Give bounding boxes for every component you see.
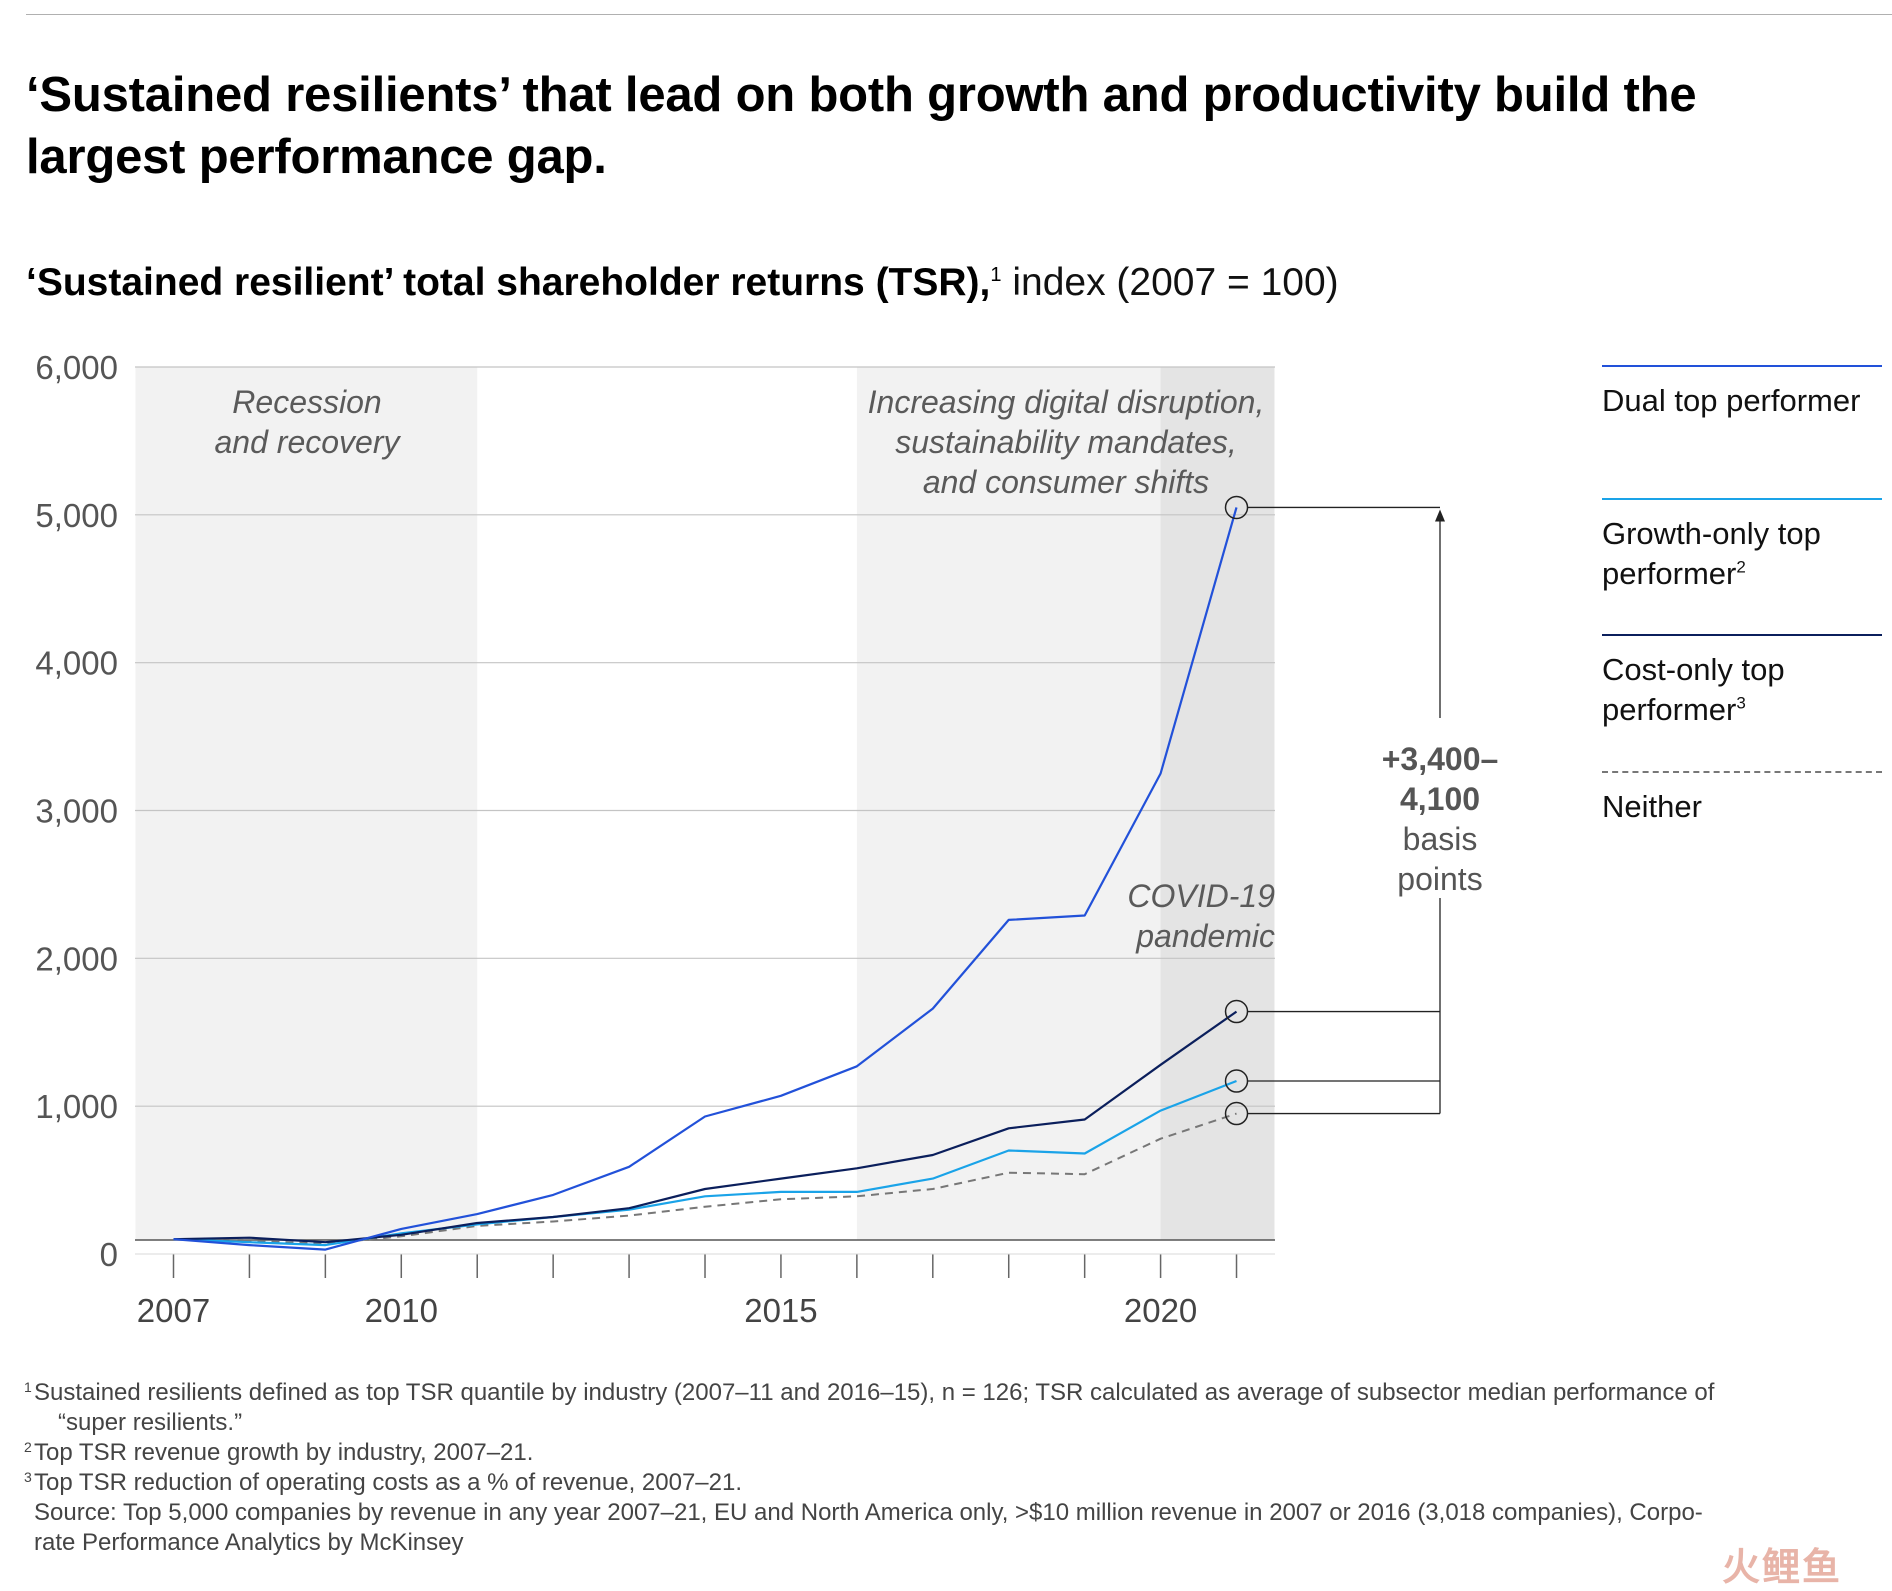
legend-item-dual: Dual top performer [1602,365,1882,421]
x-tick-label: 2010 [365,1292,438,1329]
annotation-line4: points [1397,861,1482,897]
legend-label: Neither [1602,789,1702,824]
gap-bracket [1247,506,1445,1115]
legend-swatch [1602,498,1882,500]
footnotes: 1 Sustained resilients defined as top TSR… [24,1378,1864,1558]
annotation-line2: 4,100 [1400,781,1480,817]
disruption-label-line1: Increasing digital disruption, [868,384,1265,420]
x-tick-label: 2007 [137,1292,210,1329]
subtitle-footnote-mark: 1 [990,264,1002,286]
shaded-period-0 [135,367,478,1240]
recession-label-line2: and recovery [215,424,402,460]
footnote-2: 2 Top TSR revenue growth by industry, 200… [24,1439,534,1466]
covid-label-line2: pandemic [1135,918,1275,954]
y-tick-label: 4,000 [35,645,118,682]
covid-label-line1: COVID-19 [1127,878,1275,914]
legend-item-cost: Cost-only top performer3 [1602,634,1882,730]
gap-annotation: +3,400– 4,100 basis points [1382,741,1499,897]
y-tick-label: 3,000 [35,793,118,830]
series-line-neither [173,1112,1237,1245]
legend-footnote-mark: 3 [1736,693,1746,713]
shaded-period-2 [1160,367,1275,1240]
bracket-arrowhead [1435,509,1445,522]
subtitle-bold: ‘Sustained resilient’ total shareholder … [26,261,991,304]
x-tick-label: 2020 [1124,1292,1197,1329]
legend-swatch [1602,771,1882,773]
y-tick-label: 5,000 [35,497,118,534]
period-labels: Recession and recovery Increasing digita… [215,384,1276,954]
series-lines [173,507,1238,1251]
page-title: ‘Sustained resilients’ that lead on both… [26,68,1697,184]
legend-item-neither: Neither [1602,771,1882,827]
source-line-1: Source: Top 5,000 companies by revenue i… [34,1499,1703,1526]
series-line-dual-top-performer [173,507,1238,1251]
series-line-growth-only-top-performer [173,1079,1237,1247]
legend-label: Cost-only top performer [1602,652,1785,727]
period-shading [135,367,1275,1240]
y-tick-label: 2,000 [35,940,118,977]
legend-swatch [1602,634,1882,636]
disruption-label-line3: and consumer shifts [923,464,1209,500]
x-axis: 2007 2010 2015 2020 [135,1253,1275,1329]
grid-lines [135,366,1275,1241]
annotation-line3: basis [1403,821,1478,857]
chart-subtitle: ‘Sustained resilient’ total shareholder … [26,258,1526,308]
recession-label-line1: Recession [232,384,381,420]
series-line-cost-only-top-performer [173,1010,1238,1244]
footnote-1: 1 Sustained resilients defined as top TSR… [24,1379,1715,1406]
legend-swatch [1602,365,1882,367]
legend-label: Dual top performer [1602,383,1861,418]
y-tick-label: 0 [100,1236,118,1273]
legend-item-growth: Growth-only top performer2 [1602,498,1882,594]
x-tick-label: 2015 [744,1292,817,1329]
legend-footnote-mark: 2 [1736,557,1746,577]
top-rule [26,14,1892,15]
y-tick-label: 1,000 [35,1088,118,1125]
annotation-line1: +3,400– [1382,741,1499,777]
disruption-label-line2: sustainability mandates, [895,424,1237,460]
y-axis-tick-labels: 0 1,000 2,000 3,000 4,000 5,000 6,000 [35,349,118,1273]
footnote-1-cont: “super resilients.” [58,1409,243,1436]
watermark-logo: 火鲤鱼 [1722,1547,1843,1589]
footnote-3: 3 Top TSR reduction of operating costs as… [24,1469,742,1496]
source-line-2: rate Performance Analytics by McKinsey [34,1529,464,1556]
subtitle-rest: index (2007 = 100) [1001,261,1339,304]
y-tick-label: 6,000 [35,349,118,386]
legend-label: Growth-only top performer [1602,516,1821,591]
